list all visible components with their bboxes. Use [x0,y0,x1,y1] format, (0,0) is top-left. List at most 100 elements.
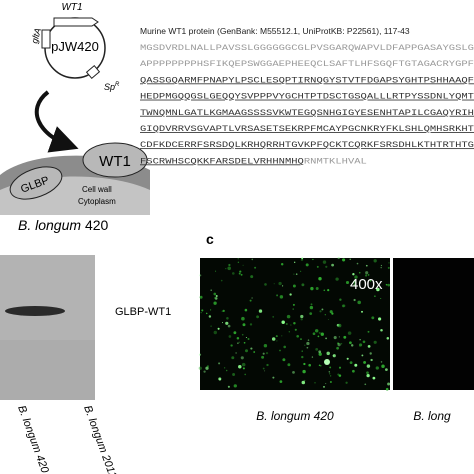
fluorescence-dots [198,256,391,391]
cell-dot [365,264,368,267]
cell-dot [242,323,246,327]
cell-dot [281,320,285,325]
cell-dot [220,279,223,282]
panel-letter: c [206,231,214,247]
cell-dot [205,366,209,370]
cell-dot [380,297,382,300]
cell-dot [357,300,361,305]
cell-dot [381,364,385,369]
cell-dot [312,332,316,336]
cell-dot [327,289,330,292]
cell-dot [294,261,296,263]
cell-dot [242,367,245,370]
cell-dot [200,311,202,314]
cell-dot [308,363,312,367]
cell-dot [329,380,332,384]
cell-dot [301,283,305,287]
cell-dot [230,344,233,347]
cell-dot [329,373,331,375]
cell-dot [324,359,330,365]
cell-dot [227,324,231,328]
cell-dot [374,295,376,297]
cell-dot [238,272,241,275]
cell-dot [367,345,371,348]
wall-label: Cell wall [82,185,112,194]
cell-dot [372,376,376,380]
cell-dot [251,258,254,261]
cell-dot [386,337,390,340]
cell-dot [289,293,292,296]
cell-dot [295,273,298,275]
cell-dot [309,305,314,310]
cell-dot [349,341,352,345]
wt1-protein [82,142,148,178]
cell-dot [343,335,347,339]
cell-dot [367,274,370,276]
cell-dot [249,323,253,326]
cell-dot [262,367,265,370]
cell-dot [349,258,351,260]
cell-dot [324,314,326,316]
cell-dot [366,371,369,375]
cell-dot [318,331,321,334]
cell-dot [338,336,341,338]
cell-dot [290,324,292,326]
cell-dot [306,346,309,349]
cell-dot [227,385,230,388]
cell-dot [387,382,391,386]
cell-dot [214,297,217,299]
cell-dot [233,384,237,388]
cell-dot [272,316,275,318]
cell-dot [342,258,346,262]
cell-dot [300,270,302,272]
cell-dot [314,382,316,384]
cell-dot [337,323,342,328]
cell-dot [311,356,314,358]
cell-dot [325,265,328,268]
magnification: 400x [350,276,383,293]
cell-dot [279,295,284,299]
cell-dot [320,332,324,336]
cell-dot [371,316,375,320]
cell-dot [305,263,309,267]
cytoplasm-label: Cytoplasm [78,197,116,206]
cell-dot [271,337,276,341]
cell-dot [361,310,363,313]
cell-dot [294,328,297,331]
glbp-protein [9,166,63,200]
cell-dot [347,331,352,335]
cell-dot [341,304,345,308]
sequence-title: Murine WT1 protein (GenBank: M55512.1, U… [140,26,410,36]
cell-dot [336,346,339,350]
cell-dot [365,271,369,275]
cell-dot [310,303,313,306]
cell-dot [263,344,268,348]
cell-dot [239,270,242,273]
cell-dot [287,363,291,367]
marker-text: Sp [104,82,115,92]
cell-dot [339,298,342,301]
cell-dot [242,264,244,266]
gel-shade [0,340,95,400]
cell-dot [224,367,226,369]
cell-dot [222,309,225,313]
cell-dot [244,373,247,376]
cell-dot [227,266,231,271]
cell-dot [249,299,252,302]
cell-dot [232,373,236,376]
cell-dot [210,289,212,291]
cell-dot [376,287,380,292]
cell-dot [373,340,377,344]
cell-dot [292,308,294,310]
cell-dot [264,370,266,372]
cell-dot [352,369,355,373]
cell-dot [353,298,356,302]
cell-dot [364,383,367,386]
gene-label: WT1 [61,2,82,13]
cell-dot [283,345,287,349]
cell-dot [199,274,202,277]
cell-dot [321,308,324,311]
cell-dot [370,358,373,362]
cell-dot [328,371,331,373]
cell-dot [318,350,322,354]
